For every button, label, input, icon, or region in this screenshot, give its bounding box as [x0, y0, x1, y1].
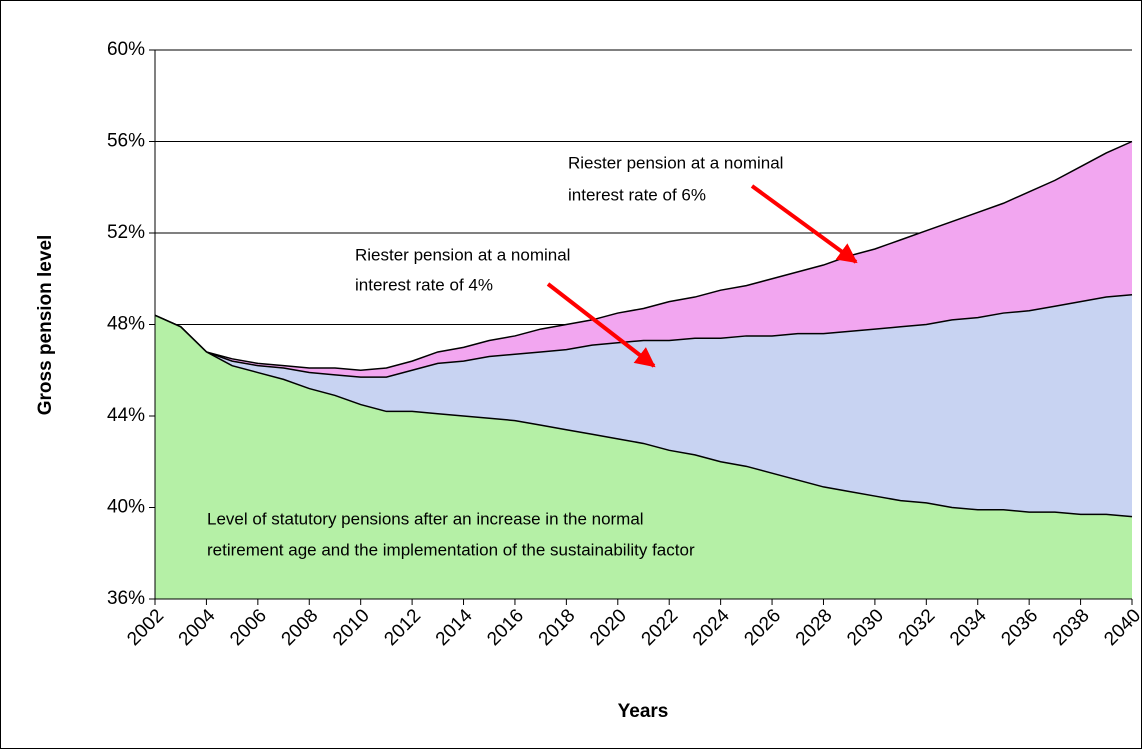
y-tick-label: 52% — [107, 222, 145, 243]
y-tick-label: 44% — [107, 405, 145, 426]
series-line — [154, 294, 1133, 378]
plot — [154, 140, 1133, 599]
annotation: Riester pension at a nominal — [568, 153, 783, 172]
y-tick-label: 48% — [107, 314, 145, 335]
arrow — [546, 282, 656, 368]
arrow — [750, 184, 858, 264]
y-tick-label: 56% — [107, 131, 145, 152]
y-tick-label: 60% — [107, 39, 145, 60]
y-tick-label: 40% — [107, 497, 145, 518]
annotation: Level of statutory pensions after an inc… — [207, 509, 644, 528]
y-axis-label: Gross pension level — [35, 235, 56, 416]
y-tick-label: 36% — [107, 588, 145, 609]
area — [155, 315, 1132, 599]
series-line — [154, 314, 1133, 518]
annotation: Riester pension at a nominal — [355, 245, 570, 264]
annotation: interest rate of 4% — [355, 275, 493, 294]
annotation: retirement age and the implementation of… — [207, 540, 695, 559]
x-axis-label: Years — [618, 701, 669, 722]
series-line — [154, 140, 1133, 372]
annotation: interest rate of 6% — [568, 185, 706, 204]
